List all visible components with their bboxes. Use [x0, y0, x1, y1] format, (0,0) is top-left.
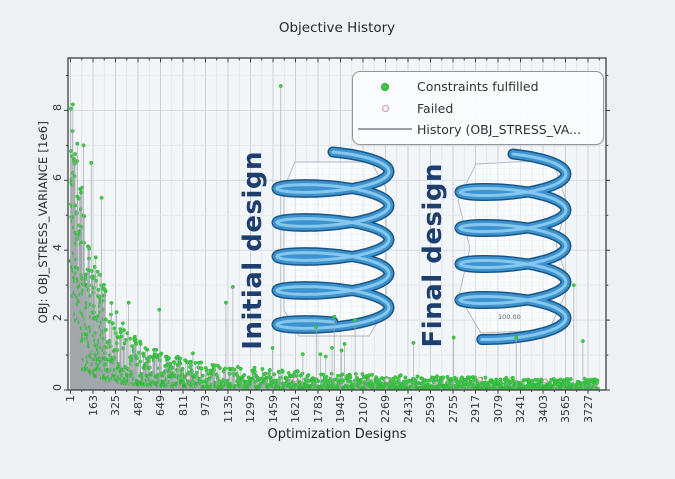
legend-item-label: History (OBJ_STRESS_VA... [417, 121, 581, 137]
x-tick-label: 649 [154, 395, 167, 416]
x-tick-label: 1297 [244, 395, 257, 423]
x-tick-label: 2917 [469, 395, 482, 423]
x-tick-label: 2755 [446, 395, 460, 423]
x-tick-label: 325 [109, 395, 122, 416]
x-tick-label: 163 [86, 395, 100, 416]
x-tick-label: 1135 [221, 395, 235, 423]
y-tick-label: 6 [51, 174, 64, 182]
x-tick-label: 1459 [266, 395, 280, 423]
legend-item-constraints: Constraints fulfilled [353, 77, 603, 96]
legend-item-label: Constraints fulfilled [417, 79, 539, 95]
x-tick-label: 3079 [491, 395, 505, 423]
x-tick-label: 3241 [514, 395, 527, 423]
x-tick-label: 2431 [401, 395, 415, 423]
y-tick-label: 0 [51, 384, 64, 391]
x-tick-label: 811 [176, 395, 190, 416]
x-tick-label: 1621 [289, 395, 302, 423]
x-tick-label: 487 [131, 395, 145, 416]
x-axis-label: Optimization Designs [267, 427, 407, 442]
final-design-label: Final design [418, 163, 448, 348]
y-tick-label: 8 [51, 104, 64, 112]
x-tick-label: 1 [64, 395, 77, 402]
constraints-dot-icon [381, 82, 389, 91]
legend-item-failed: Failed [353, 99, 603, 118]
x-tick-label: 2593 [424, 395, 437, 423]
y-tick-label: 4 [51, 244, 64, 252]
legend-item-history: History (OBJ_STRESS_VA... [353, 120, 603, 139]
x-tick-label: 3727 [581, 395, 595, 423]
history-line-icon [358, 128, 412, 131]
x-tick-label: 1783 [311, 395, 325, 423]
chart-title: Objective History [278, 20, 396, 36]
y-tick-label: 2 [51, 314, 64, 322]
x-tick-label: 3565 [559, 395, 572, 423]
legend-item-label: Failed [417, 100, 454, 116]
initial-design-label: Initial design [238, 151, 268, 350]
y-axis-label: OBJ: OBJ_STRESS_VARIANCE [1e6] [36, 121, 50, 324]
x-tick-label: 3403 [536, 395, 550, 423]
x-tick-label: 2107 [356, 395, 370, 423]
x-tick-label: 2269 [379, 395, 392, 423]
x-tick-label: 973 [199, 395, 212, 416]
failed-ring-icon [381, 104, 389, 112]
x-tick-label: 1945 [334, 395, 347, 423]
legend: Constraints fulfilled Failed History (OB… [352, 71, 604, 145]
dimension-label: 100.00 [498, 313, 521, 321]
